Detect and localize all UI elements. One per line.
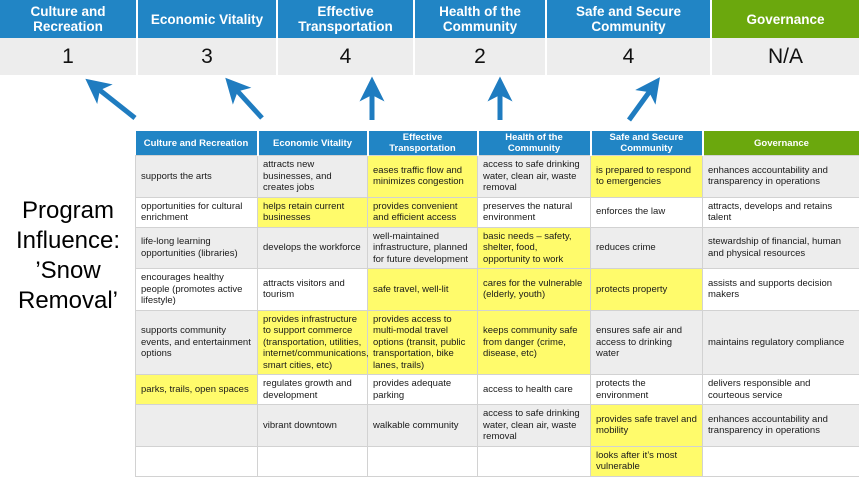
matrix-cell: enhances accountability and transparency… [703,156,859,198]
matrix-cell: opportunities for cultural enrichment [136,197,258,227]
matrix-header-economic-vitality: Economic Vitality [258,131,368,156]
matrix-cell [368,446,478,476]
matrix-cell: cares for the vulnerable (elderly, youth… [478,269,591,311]
matrix-cell: access to safe drinking water, clean air… [478,156,591,198]
scorecard-value-safe-and-secure-community: 4 [547,38,712,75]
matrix-cell: basic needs – safety, shelter, food, opp… [478,227,591,269]
scorecard-strip: Culture and Recreation Economic Vitality… [0,0,859,75]
matrix-cell: vibrant downtown [258,405,368,447]
matrix-cell: stewardship of financial, human and phys… [703,227,859,269]
matrix-cell: provides convenient and efficient access [368,197,478,227]
scorecard-header-health-of-the-community: Health of the Community [415,0,547,38]
scorecard-header-effective-transportation: Effective Transportation [278,0,415,38]
matrix-cell: provides access to multi-modal travel op… [368,310,478,375]
scorecard-header-culture-and-recreation: Culture and Recreation [0,0,138,38]
matrix-cell [136,405,258,447]
caption-line-1: Program [2,196,134,226]
matrix-header-row: Culture and Recreation Economic Vitality… [136,131,859,156]
matrix-header-effective-transportation: Effective Transportation [368,131,478,156]
matrix-header-governance: Governance [703,131,859,156]
program-influence-caption: Program Influence: ’Snow Removal’ [2,196,134,316]
arrow-up-right-icon-5 [629,84,655,120]
matrix-cell [136,446,258,476]
matrix-header-culture-and-recreation: Culture and Recreation [136,131,258,156]
scorecard-value-governance: N/A [712,38,859,75]
matrix-cell: walkable community [368,405,478,447]
matrix-cell: assists and supports decision makers [703,269,859,311]
caption-line-2: Influence: [2,226,134,256]
matrix-cell: provides adequate parking [368,375,478,405]
table-row: encourages healthy people (promotes acti… [136,269,859,311]
matrix-cell: ensures safe air and access to drinking … [591,310,703,375]
scorecard-value-culture-and-recreation: 1 [0,38,138,75]
matrix-cell: develops the workforce [258,227,368,269]
scorecard-value-health-of-the-community: 2 [415,38,547,75]
matrix-cell: life-long learning opportunities (librar… [136,227,258,269]
matrix-cell: attracts new businesses, and creates job… [258,156,368,198]
scorecard-header-economic-vitality: Economic Vitality [138,0,278,38]
caption-line-4: Removal’ [2,286,134,316]
matrix-cell: delivers responsible and courteous servi… [703,375,859,405]
matrix-cell: supports community events, and entertain… [136,310,258,375]
matrix-cell: supports the arts [136,156,258,198]
arrow-up-left-icon-2 [231,84,262,118]
table-row: supports community events, and entertain… [136,310,859,375]
matrix-cell: enhances accountability and transparency… [703,405,859,447]
scorecard-value-row: 1 3 4 2 4 N/A [0,38,859,75]
matrix-cell: enforces the law [591,197,703,227]
matrix-cell: provides safe travel and mobility [591,405,703,447]
matrix-cell: attracts visitors and tourism [258,269,368,311]
matrix-cell: access to safe drinking water, clean air… [478,405,591,447]
matrix-cell: parks, trails, open spaces [136,375,258,405]
table-row: looks after it’s most vulnerable [136,446,859,476]
matrix-cell: protects the environment [591,375,703,405]
matrix-cell: is prepared to respond to emergencies [591,156,703,198]
matrix-cell [703,446,859,476]
matrix-cell: keeps community safe from danger (crime,… [478,310,591,375]
scorecard-header-safe-and-secure-community: Safe and Secure Community [547,0,712,38]
matrix-cell [478,446,591,476]
matrix-cell: attracts, develops and retains talent [703,197,859,227]
matrix-cell: well-maintained infrastructure, planned … [368,227,478,269]
matrix-cell: regulates growth and development [258,375,368,405]
matrix-cell: safe travel, well-lit [368,269,478,311]
matrix-cell: reduces crime [591,227,703,269]
matrix-cell: preserves the natural environment [478,197,591,227]
matrix-cell: access to health care [478,375,591,405]
scorecard-header-row: Culture and Recreation Economic Vitality… [0,0,859,38]
table-row: life-long learning opportunities (librar… [136,227,859,269]
scorecard-header-governance: Governance [712,0,859,38]
arrow-up-left-icon-1 [92,84,135,118]
matrix-cell: provides infrastructure to support comme… [258,310,368,375]
arrow-group [0,75,859,133]
matrix-cell: encourages healthy people (promotes acti… [136,269,258,311]
matrix-cell: looks after it’s most vulnerable [591,446,703,476]
matrix-cell: helps retain current businesses [258,197,368,227]
caption-line-3: ’Snow [2,256,134,286]
matrix-cell: maintains regulatory compliance [703,310,859,375]
matrix-cell: protects property [591,269,703,311]
scorecard-value-effective-transportation: 4 [278,38,415,75]
scorecard-value-economic-vitality: 3 [138,38,278,75]
matrix-cell: eases traffic flow and minimizes congest… [368,156,478,198]
influence-matrix-table: Culture and Recreation Economic Vitality… [135,131,859,477]
matrix-cell [258,446,368,476]
matrix-header-health-of-the-community: Health of the Community [478,131,591,156]
influence-matrix: Culture and Recreation Economic Vitality… [135,131,859,477]
matrix-header-safe-and-secure-community: Safe and Secure Community [591,131,703,156]
